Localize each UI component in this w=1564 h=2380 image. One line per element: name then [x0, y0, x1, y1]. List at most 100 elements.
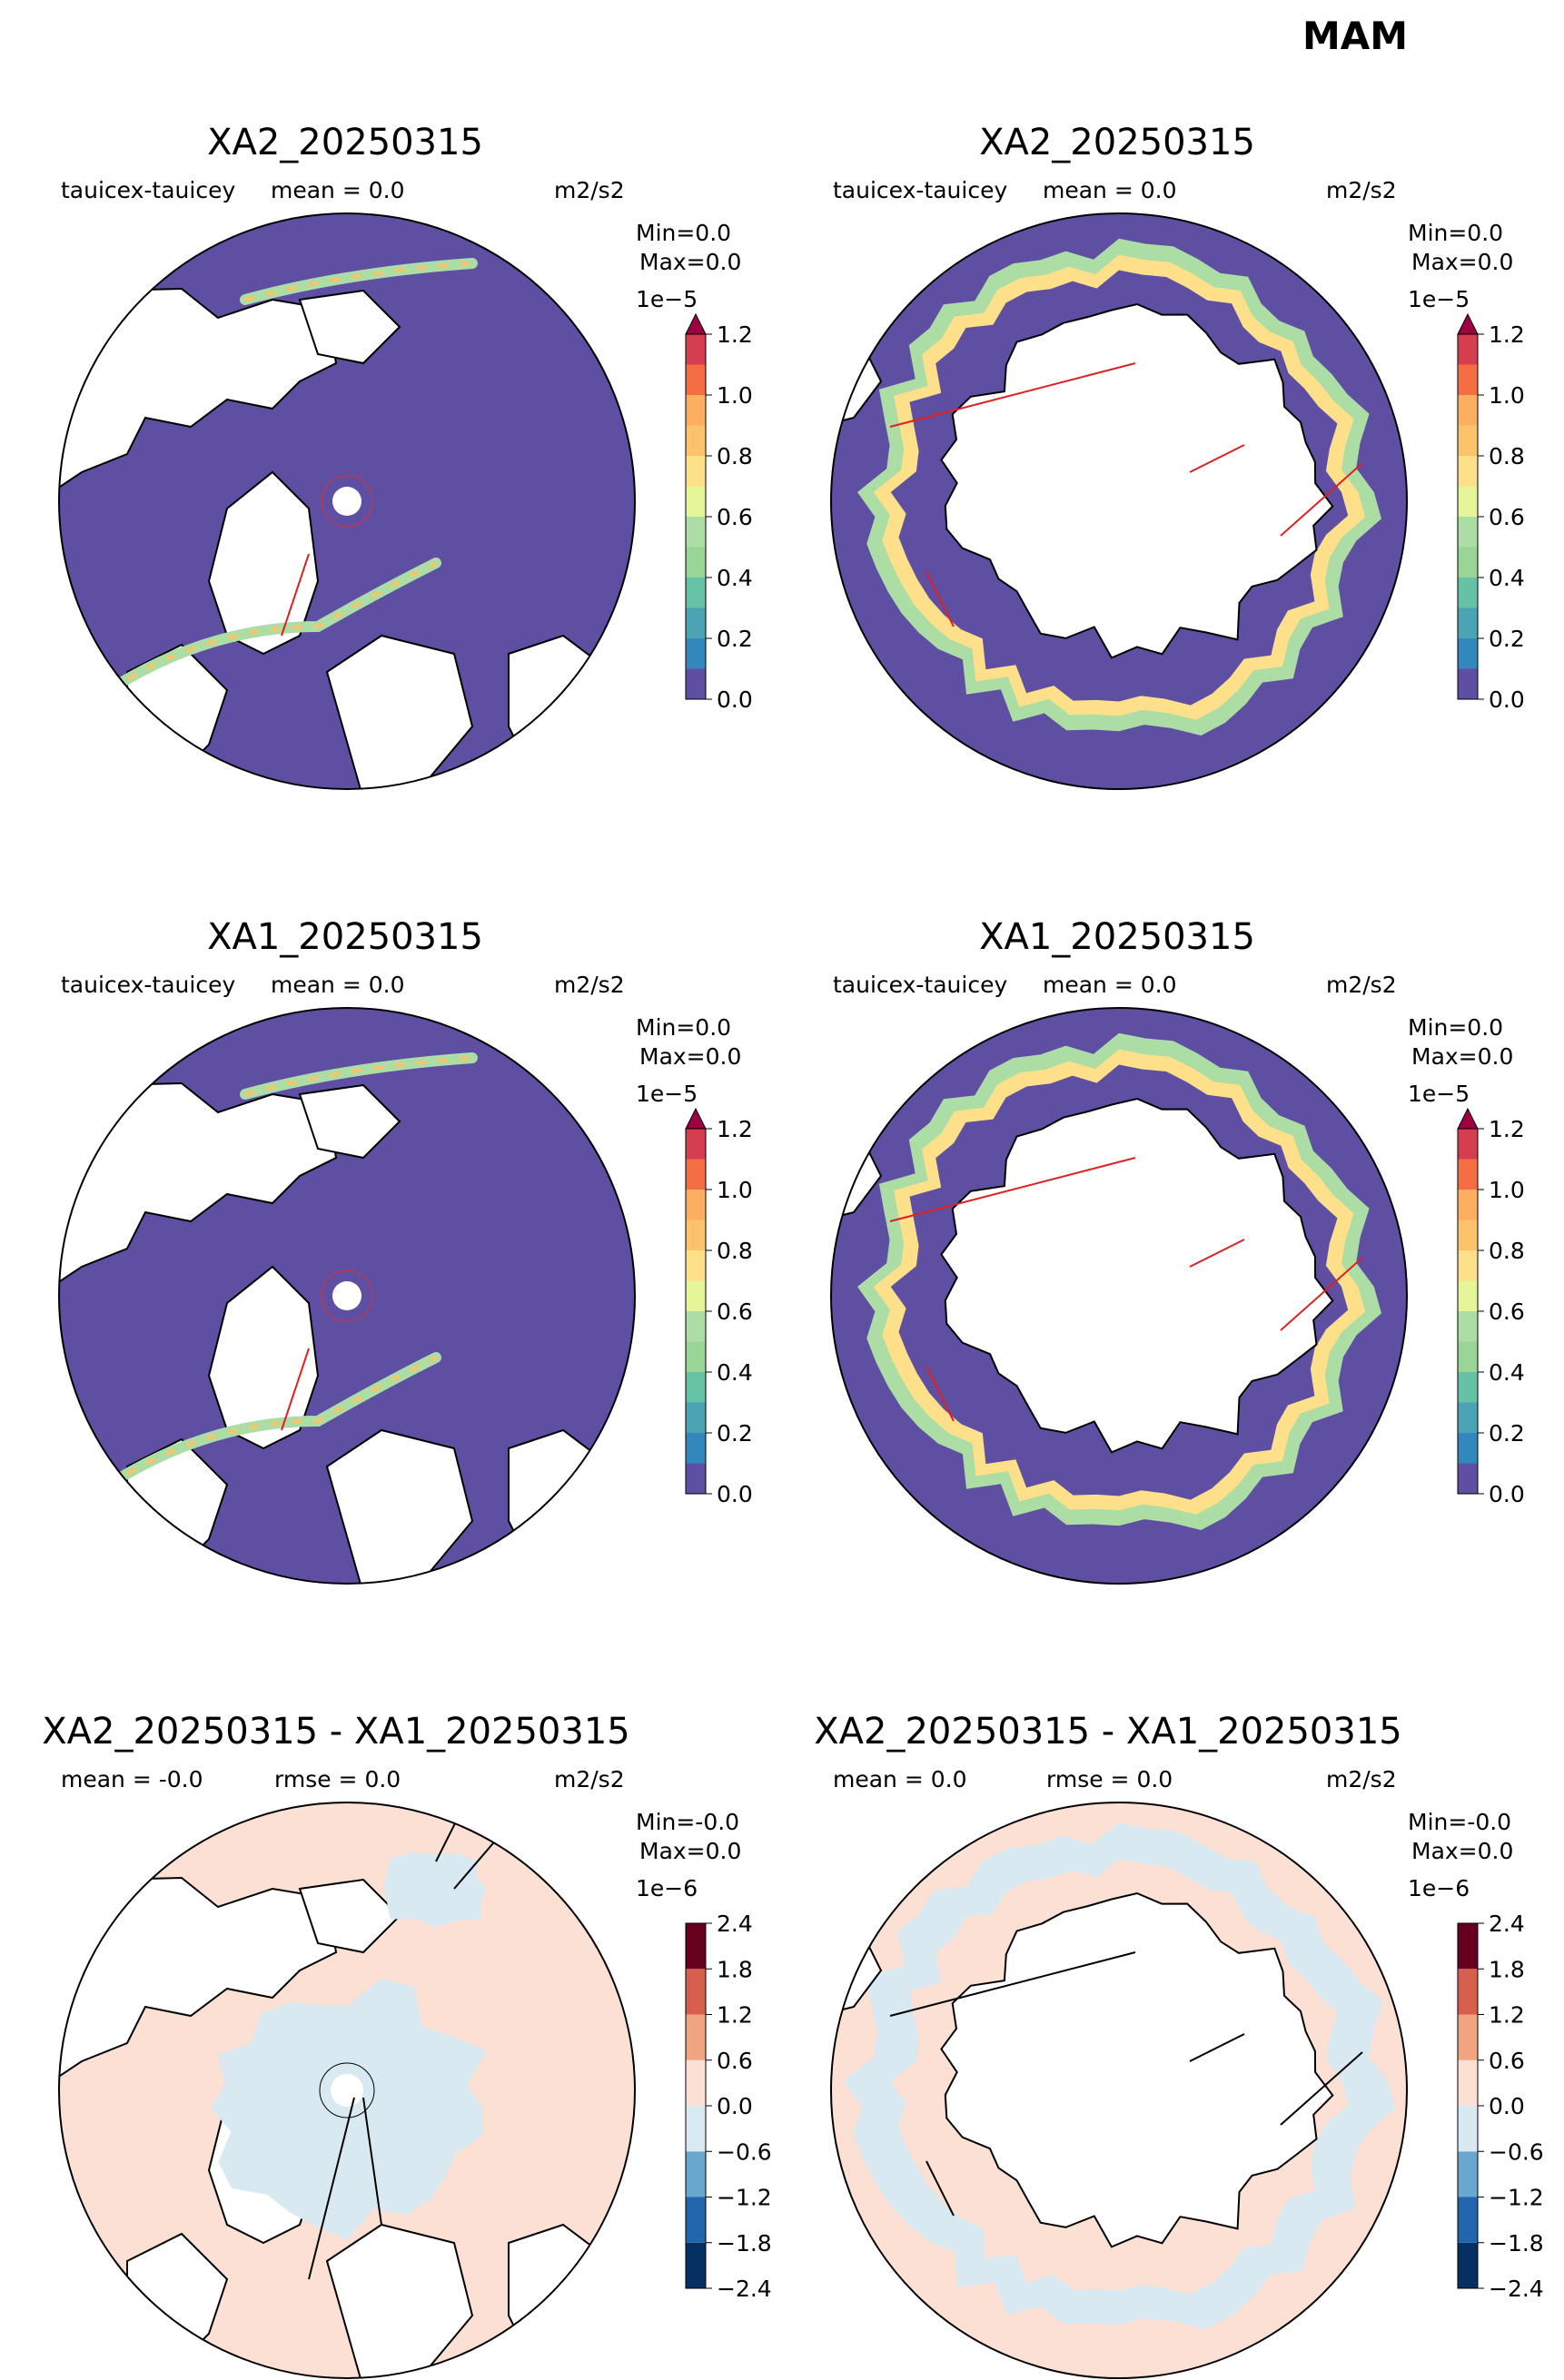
- colorbar-segment: [1458, 395, 1478, 426]
- colorbar-tick-label: 0.6: [1489, 2048, 1525, 2074]
- colorbar: 1.2 1.0 0.8 0.6 0.4 0.2 0.0: [685, 312, 753, 713]
- colorbar-exponent: 1e−5: [636, 1081, 698, 1107]
- map-boundary: [830, 1802, 1408, 2379]
- mean-label: mean = 0.0: [271, 972, 405, 998]
- colorbar-segment: [686, 2014, 706, 2060]
- colorbar-segment: [1458, 1923, 1478, 1970]
- colorbar-exponent: 1e−6: [636, 1875, 698, 1901]
- colorbar-segment: [686, 2106, 706, 2152]
- map-panel: XA1_20250315 tauicex-tauicey mean = 0.0 m2/…: [58, 916, 753, 1585]
- colorbar-segment: [1458, 2197, 1478, 2243]
- colorbar-tick-label: 0.0: [717, 1481, 753, 1507]
- colorbar-segment: [686, 486, 706, 517]
- min-label: Min=0.0: [636, 220, 731, 246]
- colorbar-tick-label: 0.0: [1489, 686, 1525, 713]
- europe-landmass: [325, 634, 474, 789]
- colorbar-segment: [686, 517, 706, 548]
- panel-title: XA2_20250315 - XA1_20250315: [42, 1711, 629, 1753]
- colorbar-tick-label: 1.0: [1489, 1177, 1525, 1203]
- colorbar-segment: [686, 1372, 706, 1403]
- panel-title: XA1_20250315: [207, 916, 483, 958]
- colorbar-tick-label: 0.8: [1489, 443, 1525, 469]
- variable-label: tauicex-tauicey: [61, 972, 235, 998]
- units-label: m2/s2: [554, 1766, 625, 1792]
- colorbar-segment: [1458, 1159, 1478, 1190]
- colorbar-segment: [1458, 2242, 1478, 2288]
- mean-label: mean = 0.0: [833, 1766, 967, 1792]
- colorbar-segment: [1458, 668, 1478, 699]
- scandinavia-landmass: [508, 634, 635, 789]
- map-area: [831, 1802, 1407, 2378]
- colorbar-segment: [686, 1923, 706, 1970]
- colorbar-tick-label: 0.8: [1489, 1238, 1525, 1264]
- colorbar-tick-label: 0.2: [1489, 1420, 1525, 1447]
- map-boundary: [830, 1007, 1408, 1585]
- units-label: m2/s2: [554, 177, 625, 203]
- scandinavia-landmass: [508, 1428, 635, 1584]
- colorbar-extend-arrow: [685, 312, 707, 335]
- variable-label: tauicex-tauicey: [833, 177, 1007, 203]
- stress-vector: [889, 362, 1136, 428]
- stress-vector: [1408, 481, 1444, 563]
- stress-vector: [362, 2097, 382, 2226]
- colorbar-tick-label: 0.6: [717, 1299, 753, 1325]
- pole-hole: [331, 2074, 363, 2107]
- colorbar-segment: [686, 364, 706, 395]
- colorbar-tick-label: 0.8: [717, 443, 753, 469]
- colorbar-tick-label: 1.0: [717, 382, 753, 409]
- colorbar-segment: [686, 2197, 706, 2243]
- colorbar-segment: [686, 1463, 706, 1494]
- min-label: Min=0.0: [636, 1014, 731, 1041]
- min-label: Min=-0.0: [636, 1809, 739, 1835]
- variable-label: tauicex-tauicey: [61, 177, 235, 203]
- colorbar-segment: [686, 1220, 706, 1250]
- colorbar-segment: [1458, 1190, 1478, 1220]
- colorbar-exponent: 1e−5: [1408, 286, 1470, 312]
- pole-hole: [332, 1281, 361, 1310]
- colorbar-segment: [686, 334, 706, 365]
- map-area: [59, 213, 635, 789]
- colorbar-exponent: 1e−5: [636, 286, 698, 312]
- colorbar-tick-label: 1.2: [1489, 2002, 1525, 2029]
- colorbar: 1.2 1.0 0.8 0.6 0.4 0.2 0.0: [685, 1107, 753, 1507]
- antarctica-landmass: [940, 1097, 1334, 1454]
- colorbar-tick-label: 0.6: [717, 2048, 753, 2074]
- colorbar-segment: [1458, 578, 1478, 608]
- colorbar-tick-label: 1.0: [717, 1177, 753, 1203]
- colorbar-segment: [1458, 2151, 1478, 2197]
- colorbar-segment: [1458, 1463, 1478, 1494]
- min-label: Min=-0.0: [1408, 1809, 1511, 1835]
- latitude-circle: [321, 1269, 373, 1322]
- north-america-landmass: [59, 287, 338, 492]
- panel-title: XA1_20250315: [979, 916, 1255, 958]
- antarctica-landmass: [940, 1891, 1334, 2248]
- colorbar-tick-label: 2.4: [1489, 1911, 1525, 1937]
- colorbar-segment: [686, 1433, 706, 1464]
- colorbar-segment: [686, 2242, 706, 2288]
- colorbar-segment: [1458, 2014, 1478, 2060]
- colorbar: 2.4 1.8 1.2 0.6 0.0 −0.6 −1.2 −1.8 −2.4: [685, 1911, 772, 2302]
- colorbar-tick-label: 1.2: [717, 321, 753, 348]
- colorbar-tick-label: −0.6: [1489, 2138, 1544, 2165]
- colorbar-segment: [686, 1341, 706, 1372]
- colorbar-tick-label: −1.8: [1489, 2230, 1544, 2257]
- colorbar-tick-label: 2.4: [717, 1911, 753, 1937]
- colorbar-segment: [686, 1402, 706, 1433]
- season-label: MAM: [1302, 14, 1408, 58]
- colorbar-tick-label: −2.4: [1489, 2276, 1544, 2302]
- colorbar: 1.2 1.0 0.8 0.6 0.4 0.2 0.0: [1457, 312, 1525, 713]
- colorbar-segment: [1458, 1220, 1478, 1250]
- colorbar-segment: [686, 2059, 706, 2106]
- colorbar-tick-label: 0.8: [717, 1238, 753, 1264]
- mean-label: mean = 0.0: [1043, 972, 1177, 998]
- colorbar-tick-label: 1.0: [1489, 382, 1525, 409]
- colorbar-segment: [1458, 1341, 1478, 1372]
- negative-anomaly-region: [384, 1852, 487, 1928]
- colorbar-segment: [686, 1280, 706, 1311]
- stress-vector: [889, 1157, 1136, 1222]
- ice-edge-band-peak: [107, 262, 473, 692]
- max-label: Max=0.0: [1411, 1043, 1513, 1070]
- north-america-landmass: [59, 1876, 338, 2081]
- colorbar-tick-label: 1.2: [717, 2002, 753, 2029]
